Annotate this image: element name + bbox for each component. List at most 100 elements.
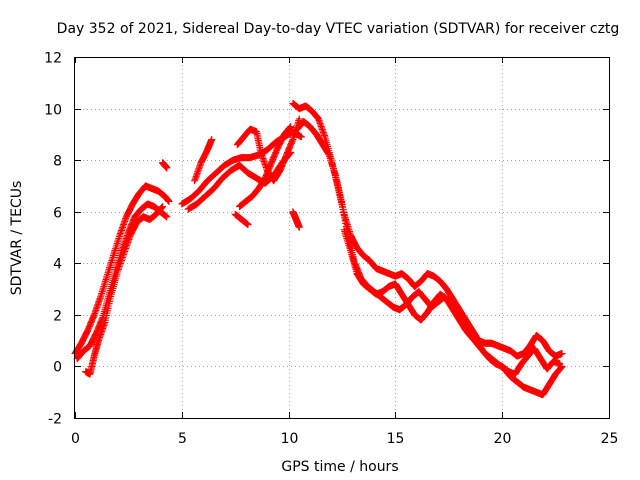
data-point bbox=[123, 240, 131, 248]
data-point bbox=[101, 277, 109, 285]
data-point bbox=[257, 148, 265, 156]
data-point bbox=[340, 226, 348, 234]
series-track-e bbox=[178, 128, 305, 208]
data-point bbox=[112, 243, 120, 251]
data-point bbox=[95, 297, 103, 305]
data-point bbox=[108, 257, 116, 265]
data-point bbox=[326, 153, 334, 161]
data-point bbox=[262, 162, 270, 170]
data-point bbox=[318, 125, 326, 133]
data-point bbox=[120, 249, 128, 257]
data-point bbox=[111, 246, 119, 254]
data-point bbox=[191, 177, 199, 185]
data-point bbox=[165, 197, 173, 205]
data-point bbox=[194, 168, 202, 176]
data-point bbox=[163, 164, 171, 172]
data-point bbox=[90, 311, 98, 319]
chart-title: Day 352 of 2021, Sidereal Day-to-day VTE… bbox=[57, 21, 620, 37]
data-point bbox=[287, 123, 295, 131]
data-point bbox=[295, 115, 303, 123]
data-point bbox=[115, 263, 123, 270]
series-track-d bbox=[159, 159, 171, 172]
data-point bbox=[288, 137, 296, 145]
data-point bbox=[557, 364, 565, 372]
series-track-c bbox=[82, 203, 167, 378]
y-tick-label: 12 bbox=[44, 51, 62, 67]
y-tick-label: 10 bbox=[44, 103, 62, 119]
y-tick-label: 0 bbox=[53, 360, 62, 376]
data-point bbox=[114, 238, 122, 246]
data-point bbox=[114, 267, 122, 275]
x-tick-label: 15 bbox=[387, 431, 405, 447]
data-point bbox=[343, 236, 351, 244]
axis-ticks bbox=[75, 57, 610, 419]
series-track-i bbox=[236, 123, 295, 211]
data-point bbox=[122, 245, 130, 252]
data-marks bbox=[71, 99, 566, 399]
tick-labels: 0 5 10 15 20 25 -2 0 2 4 6 8 10 12 bbox=[44, 51, 618, 448]
data-point bbox=[117, 228, 125, 236]
data-point bbox=[97, 293, 105, 301]
data-point bbox=[315, 116, 323, 124]
data-point bbox=[159, 203, 167, 211]
y-tick-label: 2 bbox=[53, 309, 62, 325]
data-point bbox=[95, 335, 103, 343]
data-point bbox=[558, 362, 566, 370]
data-point bbox=[192, 172, 200, 180]
plot-frame bbox=[74, 57, 610, 419]
data-point bbox=[208, 136, 216, 143]
x-axis-label: GPS time / hours bbox=[281, 459, 398, 475]
y-tick-label: 6 bbox=[53, 206, 62, 222]
data-point bbox=[297, 133, 305, 141]
x-tick-label: 0 bbox=[71, 431, 80, 447]
data-point bbox=[103, 272, 111, 280]
data-point bbox=[260, 157, 268, 165]
data-point bbox=[92, 306, 100, 314]
series-track-m bbox=[293, 118, 564, 378]
series-track-k bbox=[289, 208, 303, 231]
data-point bbox=[558, 350, 566, 357]
series-track-h bbox=[233, 115, 303, 185]
series-track-g bbox=[191, 136, 216, 185]
data-point bbox=[290, 132, 298, 140]
data-point bbox=[295, 223, 303, 231]
y-tick-label: -2 bbox=[48, 412, 62, 428]
data-point bbox=[98, 315, 106, 323]
data-point bbox=[331, 168, 338, 176]
data-point bbox=[93, 302, 101, 310]
data-point bbox=[97, 331, 105, 339]
data-point bbox=[100, 322, 108, 330]
series-track-j bbox=[231, 210, 252, 229]
data-point bbox=[119, 223, 126, 231]
y-tick-label: 4 bbox=[53, 257, 62, 273]
data-point bbox=[119, 254, 126, 261]
series-track-n bbox=[340, 226, 566, 399]
x-tick-label: 10 bbox=[281, 431, 299, 447]
data-point bbox=[115, 233, 123, 241]
data-point bbox=[244, 221, 252, 229]
data-point bbox=[98, 288, 106, 296]
data-point bbox=[320, 130, 328, 138]
data-point bbox=[329, 163, 337, 171]
data-point bbox=[327, 158, 335, 166]
series-track-l bbox=[289, 99, 566, 360]
data-point bbox=[105, 267, 113, 275]
data-point bbox=[258, 153, 266, 161]
data-point bbox=[195, 163, 203, 171]
data-point bbox=[163, 213, 171, 221]
data-point bbox=[120, 219, 128, 227]
data-point bbox=[317, 121, 325, 129]
x-tick-label: 25 bbox=[601, 431, 619, 447]
x-tick-label: 20 bbox=[494, 431, 512, 447]
data-point bbox=[117, 258, 125, 266]
data-point bbox=[98, 326, 106, 334]
y-axis-label: SDTVAR / TECUs bbox=[9, 181, 25, 296]
data-point bbox=[100, 283, 108, 290]
data-point bbox=[342, 231, 350, 239]
data-point bbox=[109, 252, 117, 259]
series-track-a bbox=[71, 182, 173, 357]
y-tick-label: 8 bbox=[53, 154, 62, 170]
data-point bbox=[125, 235, 133, 243]
data-point bbox=[260, 176, 268, 184]
